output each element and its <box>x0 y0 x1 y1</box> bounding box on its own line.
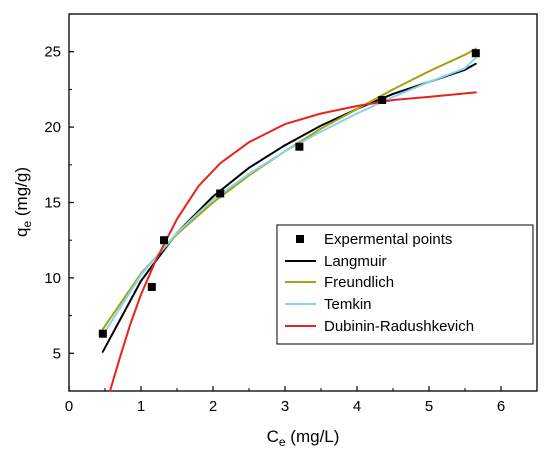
y-tick-label: 5 <box>53 345 61 362</box>
data-point <box>98 329 107 338</box>
data-point <box>160 236 169 245</box>
x-tick-label: 1 <box>137 398 145 415</box>
x-axis-title: Ce (mg/L) <box>267 427 340 449</box>
data-point <box>295 142 304 151</box>
experimental-points <box>98 49 480 338</box>
series-line-temkin <box>101 56 477 337</box>
legend-label: Temkin <box>324 296 372 313</box>
data-point <box>471 49 480 58</box>
legend-label: Expermental points <box>324 231 452 248</box>
y-axis-ticks: 5 10 15 20 25 <box>44 13 74 392</box>
legend-label: Dubinin-Radushkevich <box>324 318 474 335</box>
legend: Expermental points Langmuir Freundlich Temk… <box>276 224 534 345</box>
y-tick-label: 25 <box>44 44 61 61</box>
y-axis-title: qe (mg/g) <box>12 167 34 237</box>
x-tick-label: 3 <box>281 398 289 415</box>
x-axis-ticks: 0 1 2 3 4 5 6 <box>65 386 505 415</box>
legend-label: Langmuir <box>324 253 387 270</box>
legend-label: Freundlich <box>324 274 394 291</box>
legend-box <box>276 224 534 345</box>
data-point <box>378 95 387 104</box>
x-tick-label: 5 <box>425 398 433 415</box>
x-tick-label: 2 <box>209 398 217 415</box>
y-tick-label: 20 <box>44 119 61 136</box>
x-tick-label: 4 <box>353 398 361 415</box>
data-point <box>216 189 225 198</box>
legend-marker <box>296 235 304 243</box>
y-tick-label: 10 <box>44 270 61 287</box>
x-tick-label: 0 <box>65 398 73 415</box>
y-tick-label: 15 <box>44 195 61 212</box>
x-tick-label: 6 <box>497 398 505 415</box>
data-point <box>147 282 156 291</box>
